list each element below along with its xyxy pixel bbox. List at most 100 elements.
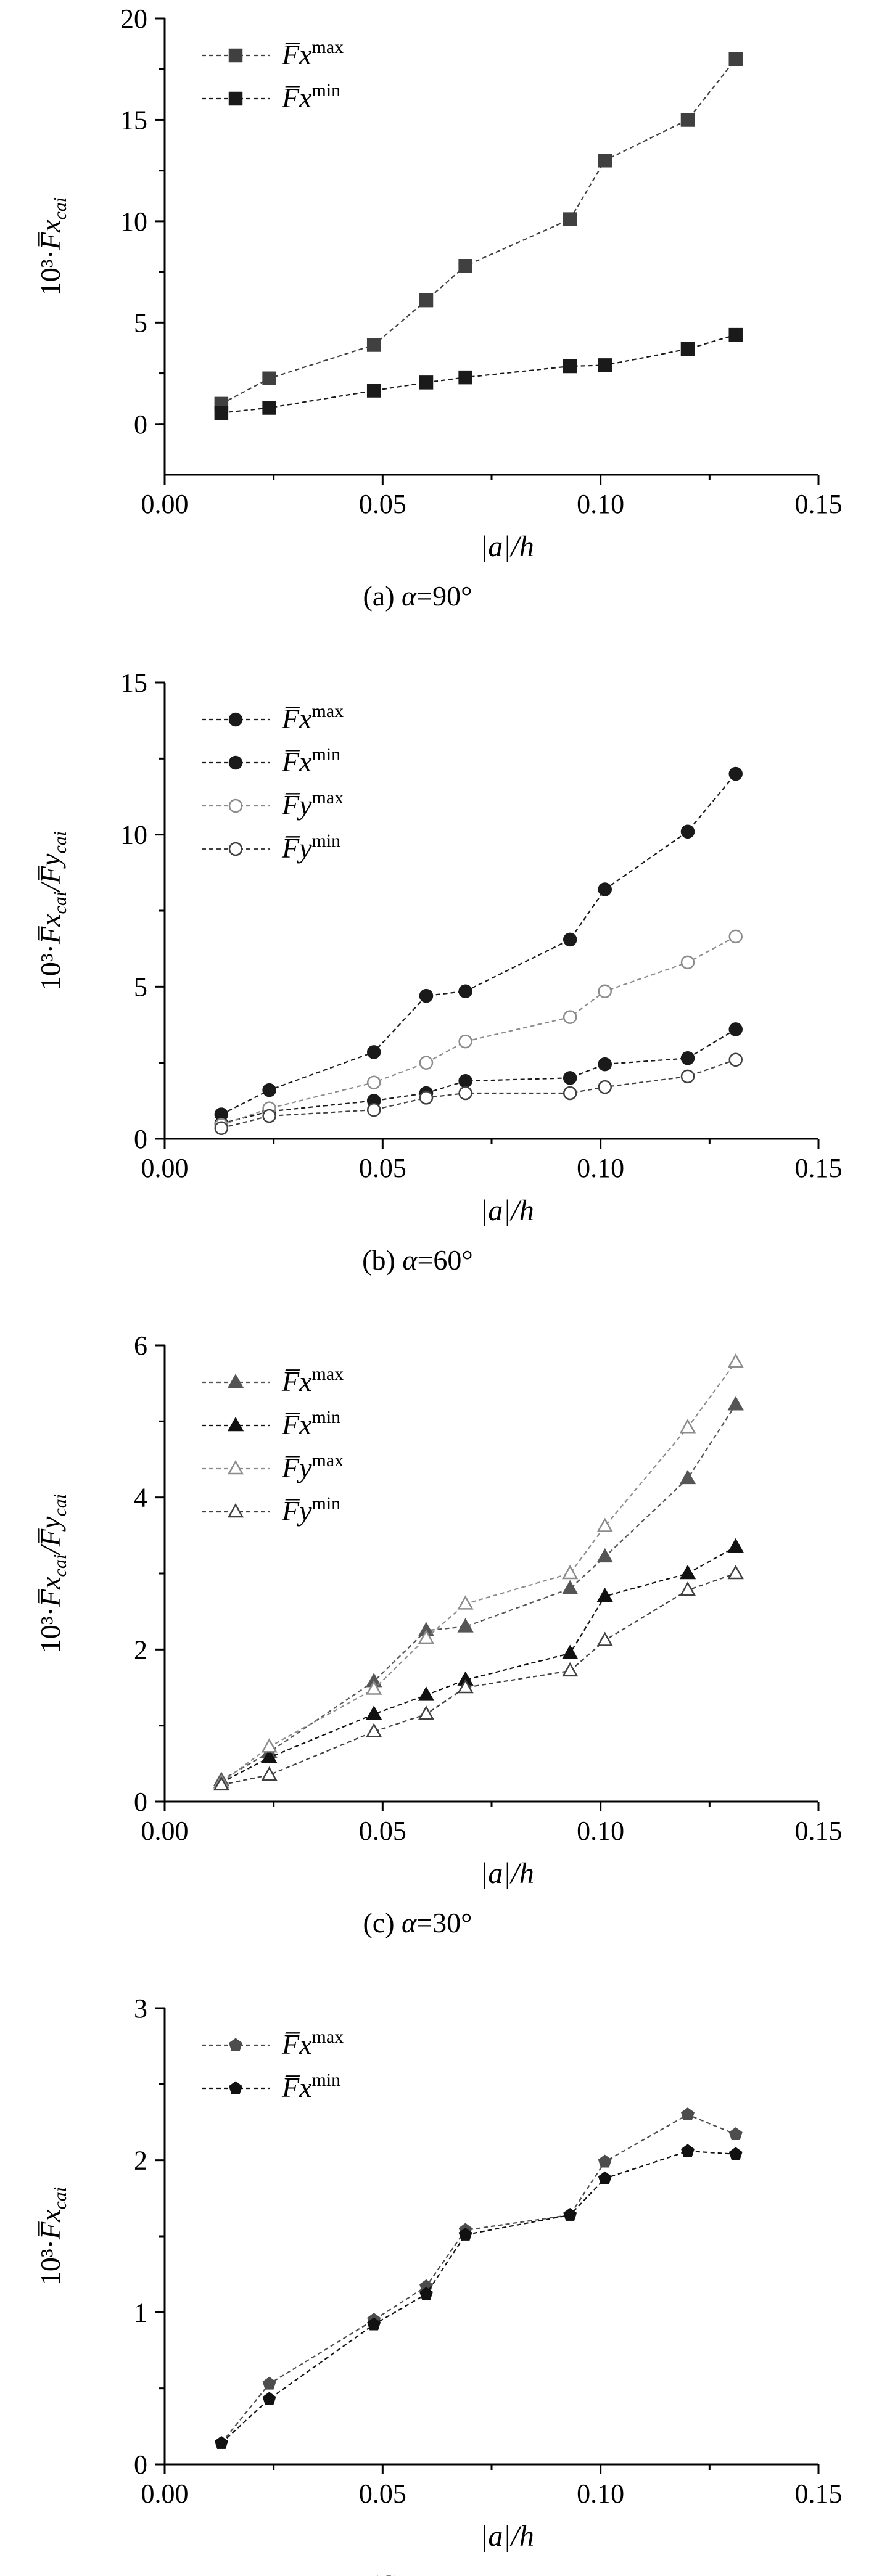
- x-axis-label: |a|/h: [480, 1194, 534, 1227]
- y-tick-label: 1: [134, 2297, 147, 2328]
- x-tick-label: 0.05: [359, 1153, 406, 1183]
- data-point: [563, 1086, 577, 1101]
- legend-label: F̅ymin: [281, 1493, 340, 1527]
- data-point: [214, 406, 229, 420]
- data-point: [366, 1705, 382, 1720]
- data-point: [728, 1052, 743, 1067]
- data-point: [214, 2435, 228, 2449]
- y-tick-label: 4: [134, 1483, 147, 1513]
- data-point: [262, 2376, 276, 2390]
- data-point: [366, 338, 381, 352]
- legend-marker: [227, 1503, 244, 1518]
- data-point: [261, 1749, 278, 1763]
- series-line: [221, 334, 736, 414]
- data-point: [596, 1587, 613, 1602]
- x-tick-label: 0.05: [359, 489, 406, 519]
- series-max-0: [214, 766, 743, 1122]
- series-max-0: [213, 1396, 744, 1786]
- y-tick-label: 15: [120, 668, 147, 698]
- data-point: [596, 1548, 613, 1563]
- data-point: [679, 1469, 696, 1485]
- chart-panel-c: 0.00 0.05 0.10 0.15 0 2 4 6 |a|/h 10³·F̅xcai/F̅yc…: [35, 1331, 843, 1938]
- y-axis-label: 10³·F̅xcai: [35, 197, 70, 296]
- legend-item: F̅ymin: [202, 1493, 340, 1527]
- data-point: [262, 2392, 276, 2405]
- data-point: [679, 1564, 696, 1580]
- legend-item: F̅xmax: [202, 2027, 344, 2060]
- y-axis-label: 10³·F̅xcai: [35, 2187, 70, 2286]
- legend-label: F̅xmin: [281, 744, 340, 777]
- panel-caption: (b) α=60°: [362, 1244, 473, 1276]
- series-line: [221, 1028, 736, 1125]
- data-point: [419, 1091, 434, 1105]
- data-point: [598, 1080, 612, 1094]
- data-point: [419, 2287, 433, 2300]
- data-point: [262, 371, 276, 386]
- data-point: [262, 401, 276, 415]
- data-point: [366, 1045, 381, 1059]
- data-point: [458, 984, 472, 998]
- y-tick-label: 0: [134, 1787, 147, 1817]
- data-point: [598, 358, 612, 372]
- legend-marker: [228, 798, 243, 813]
- data-point: [563, 1010, 577, 1024]
- y-tick-label: 0: [134, 409, 147, 440]
- chart-panel-d: 0.00 0.05 0.10 0.15 0 1 2 3 |a|/h 10³·F̅xcai F̅xma…: [35, 1993, 843, 2576]
- data-point: [728, 2147, 743, 2160]
- data-point: [262, 1109, 276, 1123]
- data-point: [419, 1056, 434, 1070]
- legend-marker: [228, 91, 243, 106]
- series-line: [221, 1059, 736, 1129]
- data-point: [458, 2227, 472, 2241]
- data-point: [213, 1776, 230, 1791]
- series-min-3: [214, 1052, 743, 1135]
- data-point: [261, 1738, 278, 1753]
- legend-item: F̅ymax: [202, 787, 344, 821]
- y-tick-label: 10: [120, 207, 147, 237]
- series-line: [221, 773, 736, 1115]
- series-min-1: [213, 1538, 744, 1789]
- x-tick-label: 0.10: [577, 1153, 624, 1183]
- legend-item: F̅xmin: [202, 80, 340, 113]
- y-tick-label: 0: [134, 2450, 147, 2480]
- data-point: [728, 327, 743, 342]
- data-point: [680, 1069, 695, 1084]
- legend-label: F̅ymin: [281, 831, 340, 864]
- y-axis-label: 10³·F̅xcai/F̅ycai: [35, 1494, 70, 1653]
- legend-label: F̅xmax: [281, 2027, 344, 2060]
- legend-item: F̅xmin: [202, 1407, 340, 1440]
- x-tick-label: 0.10: [577, 1816, 624, 1846]
- data-point: [727, 1396, 744, 1411]
- data-point: [727, 1353, 744, 1368]
- data-point: [562, 1644, 579, 1659]
- legend-marker: [228, 48, 243, 63]
- x-tick-label: 0.10: [577, 489, 624, 519]
- legend-item: F̅xmax: [202, 37, 344, 70]
- panel-caption: (c) α=30°: [363, 1907, 472, 1938]
- x-tick-label: 0.15: [795, 489, 843, 519]
- legend-item: F̅ymin: [202, 831, 340, 864]
- data-point: [596, 1517, 613, 1532]
- y-tick-label: 10: [120, 820, 147, 850]
- chart-panel-b: 0.00 0.05 0.10 0.15 0 5 10 15 |a|/h 10³·F̅xcai/F̅…: [35, 668, 843, 1276]
- data-point: [727, 1538, 744, 1553]
- y-tick-label: 5: [134, 308, 147, 338]
- data-point: [366, 1723, 382, 1737]
- x-tick-label: 0.00: [141, 1153, 189, 1183]
- data-point: [598, 882, 612, 896]
- legend-label: F̅xmax: [281, 701, 344, 734]
- y-tick-label: 5: [134, 972, 147, 1002]
- data-point: [457, 1595, 474, 1610]
- series-line: [221, 2114, 736, 2444]
- data-point: [563, 1071, 577, 1085]
- data-point: [366, 1075, 381, 1089]
- data-point: [728, 2127, 743, 2141]
- data-point: [728, 1022, 743, 1036]
- legend-marker: [229, 2081, 242, 2094]
- legend-marker: [227, 1373, 244, 1388]
- data-point: [728, 929, 743, 944]
- data-point: [598, 153, 612, 168]
- data-point: [418, 1686, 435, 1701]
- y-tick-label: 2: [134, 2146, 147, 2176]
